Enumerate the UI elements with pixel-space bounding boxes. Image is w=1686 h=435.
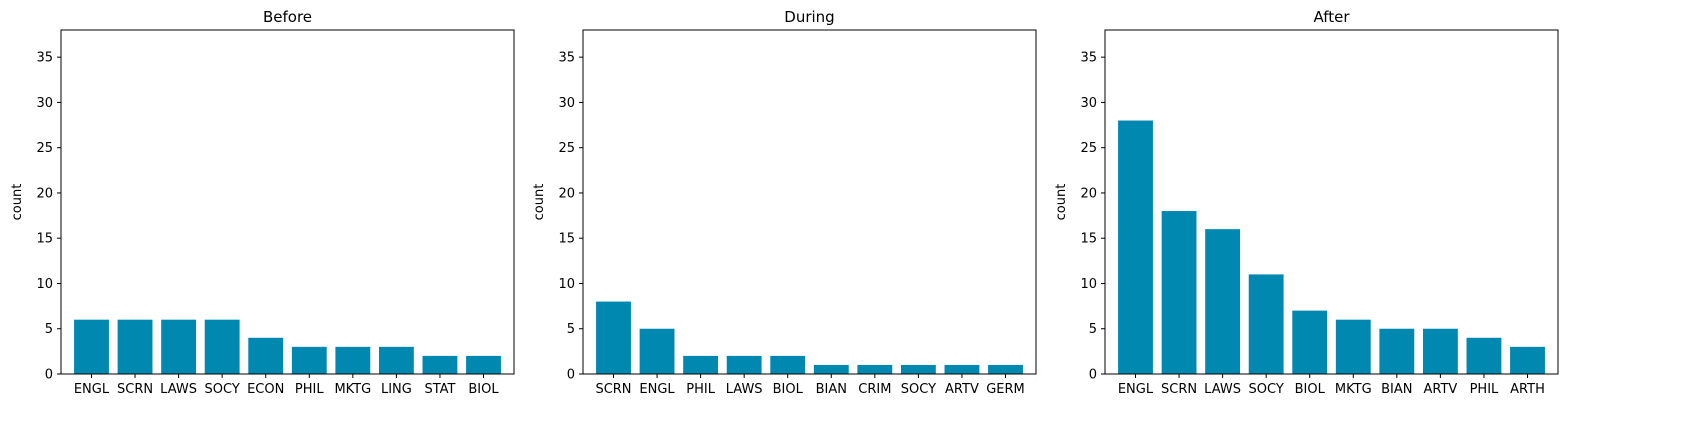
x-tick-label: SCRN [595, 382, 631, 397]
bar [639, 328, 675, 374]
bar [1292, 310, 1328, 374]
bar [466, 355, 501, 374]
chart-panel-3: 0 5 10 15 20 25 30 35 ENGL SCRN LAWS SOCY BIOL MKTG BI… [1054, 8, 1559, 397]
chart-title: Before [263, 8, 312, 26]
y-tick-label: 25 [1080, 141, 1097, 156]
bar [1466, 337, 1502, 374]
y-tick-label: 0 [1089, 368, 1097, 383]
y-tick-label: 0 [45, 368, 53, 383]
y-tick-label: 30 [36, 96, 53, 111]
x-tick-label: ARTH [1510, 382, 1545, 397]
x-tick-label: BIOL [773, 382, 804, 397]
x-tick-label: SCRN [117, 382, 153, 397]
bar [378, 346, 414, 374]
bar [813, 364, 849, 374]
x-tick-label: ECON [247, 382, 284, 397]
y-tick-label: 35 [558, 51, 575, 66]
x-tick-label: ENGL [74, 382, 110, 397]
x-tick-label: LAWS [1204, 382, 1241, 397]
bar [1422, 328, 1458, 374]
chart-title: After [1313, 8, 1350, 26]
bar [1248, 274, 1284, 374]
y-tick-label: 30 [558, 96, 575, 111]
bar [74, 319, 109, 374]
bar [1510, 346, 1545, 374]
axes-frame [60, 29, 515, 375]
x-tick-label: MKTG [334, 382, 371, 397]
bar [1205, 229, 1241, 374]
y-tick-label: 15 [558, 232, 575, 247]
bar [683, 355, 719, 374]
x-tick-label: GERM [986, 382, 1025, 397]
x-tick-label: BIOL [468, 382, 499, 397]
bar [1335, 319, 1371, 374]
axes-frame [582, 29, 1037, 375]
axes-frame [1104, 29, 1559, 375]
x-tick-label: ENGL [639, 382, 675, 397]
bar [335, 346, 371, 374]
bar [161, 319, 197, 374]
y-axis-label: count [1054, 184, 1069, 221]
y-tick-label: 15 [1080, 232, 1097, 247]
bar [900, 364, 936, 374]
bar [1379, 328, 1415, 374]
y-tick-label: 25 [558, 141, 575, 156]
bar [248, 337, 284, 374]
y-tick-label: 30 [1080, 96, 1097, 111]
x-tick-label: SCRN [1161, 382, 1197, 397]
x-tick-label: MKTG [1335, 382, 1372, 397]
x-tick-label: PHIL [1470, 382, 1499, 397]
y-tick-label: 0 [567, 368, 575, 383]
x-tick-label: LING [381, 382, 412, 397]
y-tick-label: 10 [1080, 277, 1097, 292]
y-axis-label: count [10, 184, 25, 221]
x-tick-label: SOCY [205, 382, 240, 397]
y-tick-label: 15 [36, 232, 53, 247]
x-tick-label: STAT [424, 382, 455, 397]
y-tick-label: 10 [558, 277, 575, 292]
y-tick-label: 20 [1080, 186, 1097, 201]
x-tick-label: ENGL [1118, 382, 1154, 397]
x-tick-label: PHIL [686, 382, 715, 397]
bar [117, 319, 153, 374]
y-tick-label: 10 [36, 277, 53, 292]
x-tick-label: SOCY [901, 382, 936, 397]
chart-title: During [784, 8, 834, 26]
x-tick-label: BIAN [1381, 382, 1412, 397]
bar [988, 364, 1023, 374]
y-tick-label: 25 [36, 141, 53, 156]
y-axis-label: count [532, 184, 547, 221]
bar [944, 364, 980, 374]
x-tick-label: LAWS [160, 382, 197, 397]
y-tick-label: 5 [1089, 322, 1097, 337]
x-tick-label: ARTV [1423, 382, 1457, 397]
y-tick-label: 35 [36, 51, 53, 66]
x-tick-label: BIOL [1295, 382, 1326, 397]
bar [1118, 120, 1153, 374]
chart-panel-1: 0 5 10 15 20 25 30 35 ENGL SCRN LAWS SOCY ECON PHIL MK… [10, 8, 515, 397]
y-tick-label: 5 [567, 322, 575, 337]
chart-panel-2: 0 5 10 15 20 25 30 35 SCRN ENGL PHIL LAWS BIOL BIAN CR… [532, 8, 1037, 397]
x-tick-label: BIAN [816, 382, 847, 397]
bar [857, 364, 893, 374]
bar [770, 355, 806, 374]
y-tick-label: 5 [45, 322, 53, 337]
bar [422, 355, 458, 374]
x-tick-label: ARTV [945, 382, 979, 397]
bar [596, 301, 631, 374]
y-tick-label: 20 [36, 186, 53, 201]
bar [726, 355, 762, 374]
x-tick-label: PHIL [295, 382, 324, 397]
bar [291, 346, 327, 374]
bar [204, 319, 240, 374]
x-tick-label: LAWS [726, 382, 763, 397]
y-tick-label: 20 [558, 186, 575, 201]
y-tick-label: 35 [1080, 51, 1097, 66]
bar [1161, 211, 1197, 374]
x-tick-label: CRIM [858, 382, 891, 397]
x-tick-label: SOCY [1249, 382, 1284, 397]
